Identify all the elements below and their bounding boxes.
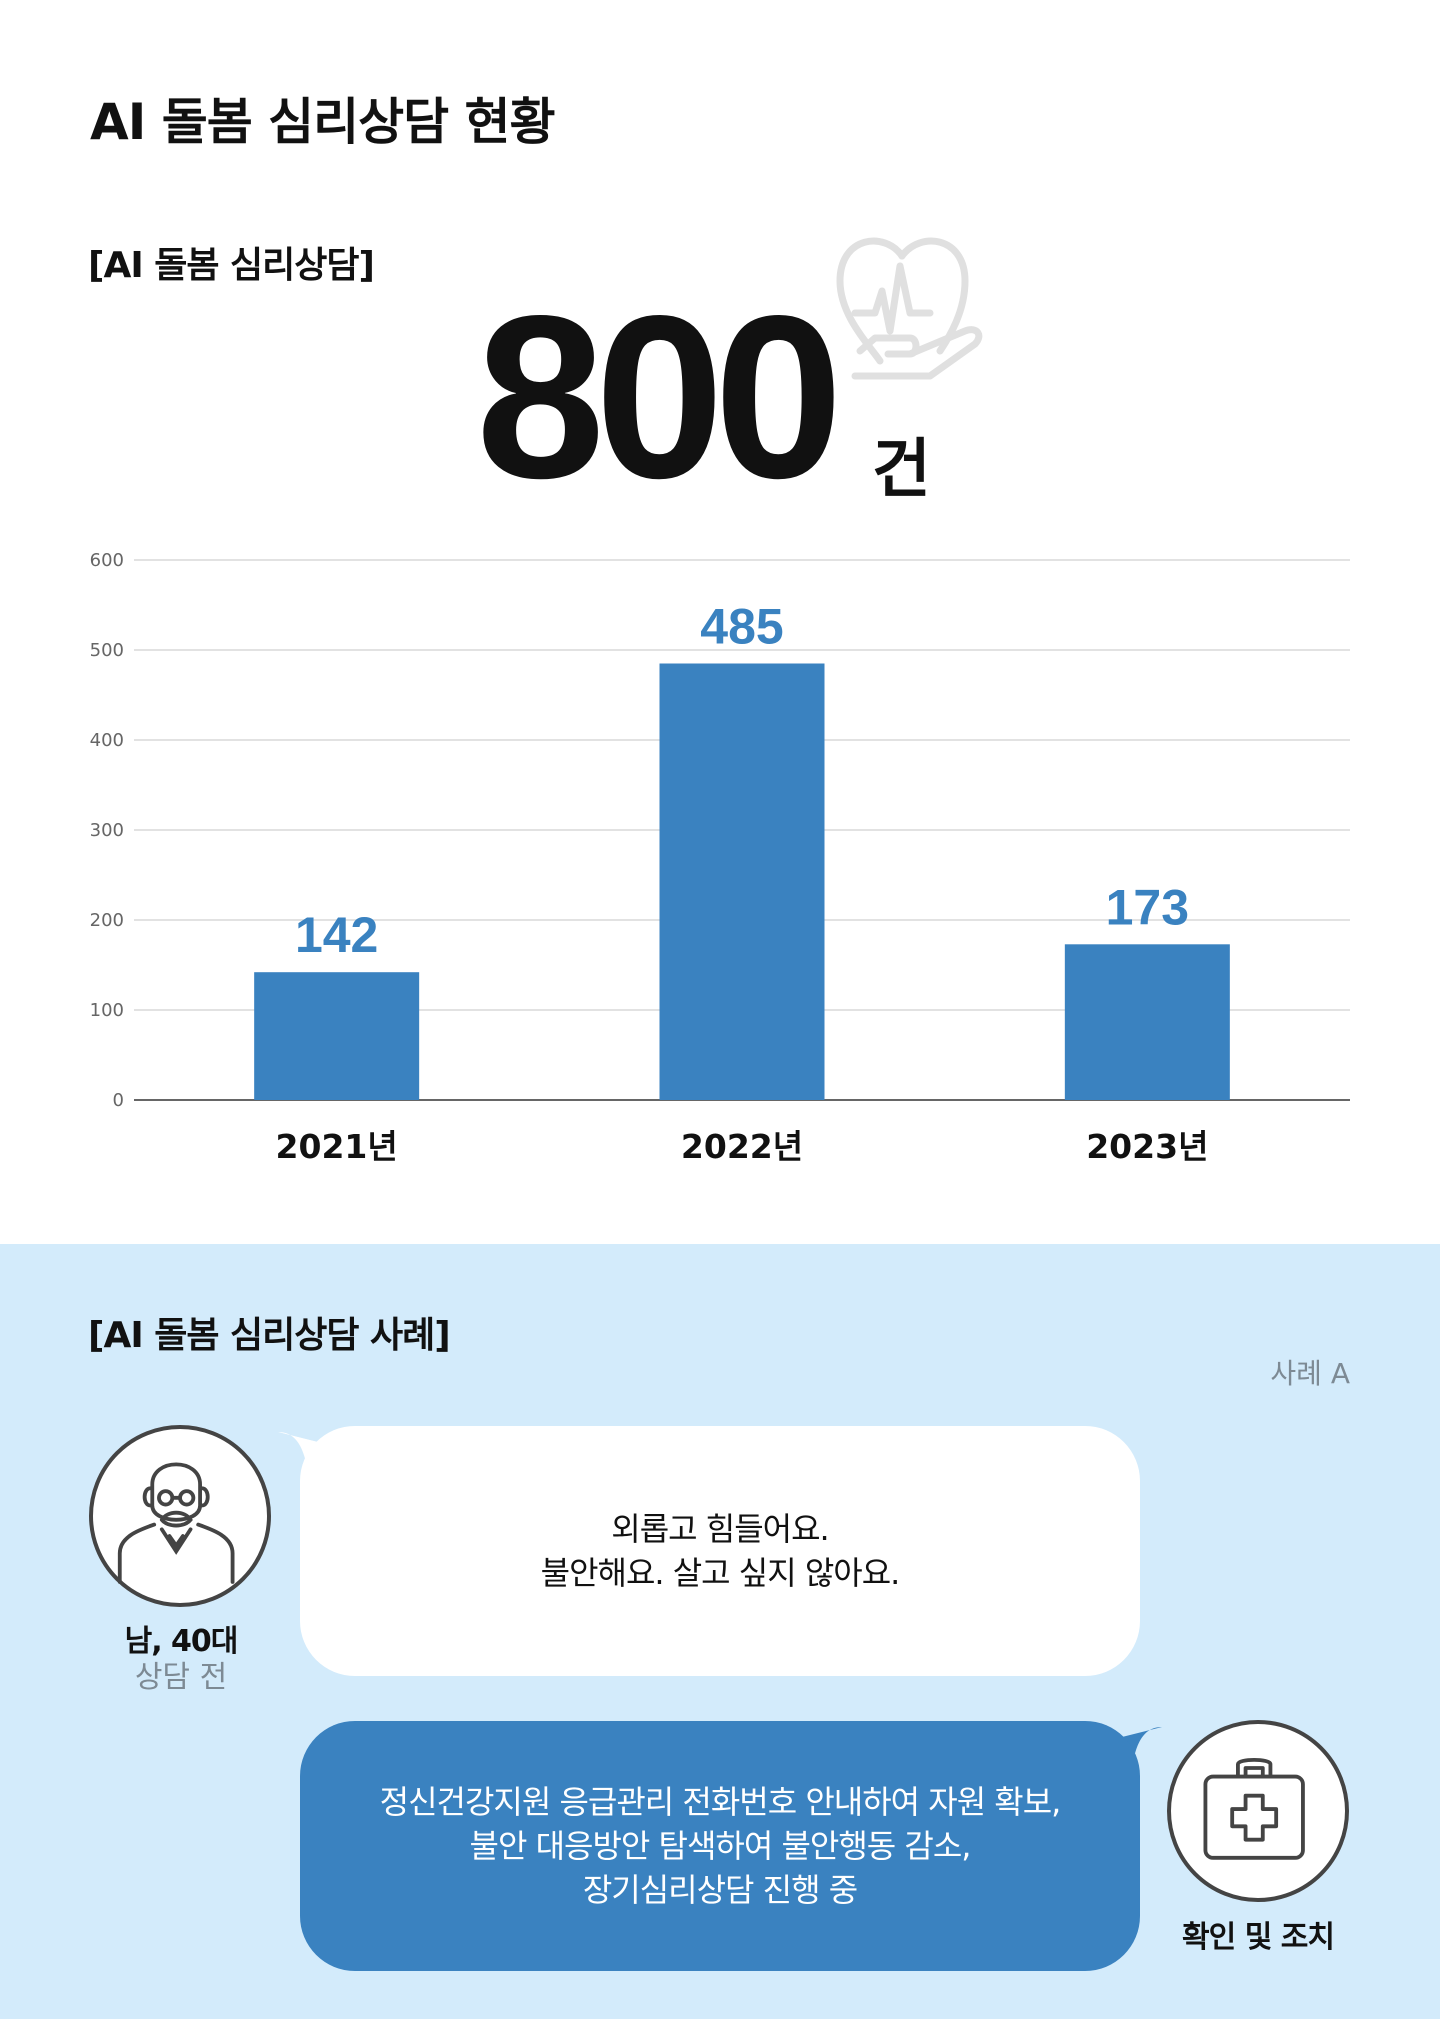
message-line: 불안해요. 살고 싶지 않아요. bbox=[540, 1554, 901, 1592]
bar bbox=[1064, 944, 1230, 1100]
data-label: 173 bbox=[1106, 879, 1189, 935]
y-tick-label: 300 bbox=[90, 820, 124, 841]
message-line: 외롭고 힘들어요. bbox=[611, 1510, 829, 1548]
y-tick-label: 200 bbox=[90, 910, 124, 931]
bar bbox=[254, 972, 420, 1100]
x-tick-label: 2022년 bbox=[681, 1127, 803, 1166]
action-message-bubble: 정신건강지원 응급관리 전화번호 안내하여 자원 확보, 불안 대응방안 탐색하… bbox=[300, 1721, 1140, 1971]
client-info: 남, 40대 bbox=[124, 1624, 239, 1659]
page-title: AI 돌봄 심리상담 현황 bbox=[90, 93, 556, 151]
bar-chart: 0 100 200 300 400 500 600 142 2021년 485 2022년 173 20… bbox=[90, 550, 1350, 1166]
section-title: [AI 돌봄 심리상담] bbox=[88, 245, 375, 286]
y-tick-label: 0 bbox=[113, 1090, 124, 1111]
client-message-bubble: 외롭고 힘들어요. 불안해요. 살고 싶지 않아요. bbox=[300, 1426, 1140, 1676]
case-label: 사례 A bbox=[1270, 1357, 1350, 1390]
x-tick-label: 2021년 bbox=[276, 1127, 398, 1166]
action-avatar bbox=[1167, 1720, 1349, 1902]
client-avatar bbox=[89, 1425, 271, 1607]
y-tick-label: 100 bbox=[90, 1000, 124, 1021]
data-label: 142 bbox=[295, 907, 378, 963]
bar bbox=[659, 663, 825, 1100]
first-aid-kit-icon bbox=[1203, 1757, 1305, 1860]
total-unit: 건 bbox=[872, 433, 931, 507]
y-tick-label: 400 bbox=[90, 730, 124, 751]
x-tick-label: 2023년 bbox=[1086, 1127, 1208, 1166]
elderly-man-icon bbox=[117, 1462, 235, 1584]
case-section-title: [AI 돌봄 심리상담 사례] bbox=[88, 1315, 451, 1356]
y-tick-label: 600 bbox=[90, 550, 124, 571]
y-tick-label: 500 bbox=[90, 640, 124, 661]
action-label: 확인 및 조치 bbox=[1182, 1920, 1335, 1955]
total-count: 800 bbox=[476, 268, 843, 527]
data-label: 485 bbox=[700, 599, 783, 655]
action-line: 불안 대응방안 탐색하여 불안행동 감소, bbox=[469, 1827, 972, 1865]
heart-hand-icon bbox=[836, 237, 983, 380]
action-line: 장기심리상담 진행 중 bbox=[582, 1871, 858, 1909]
client-stage: 상담 전 bbox=[134, 1660, 228, 1695]
action-line: 정신건강지원 응급관리 전화번호 안내하여 자원 확보, bbox=[379, 1783, 1062, 1821]
